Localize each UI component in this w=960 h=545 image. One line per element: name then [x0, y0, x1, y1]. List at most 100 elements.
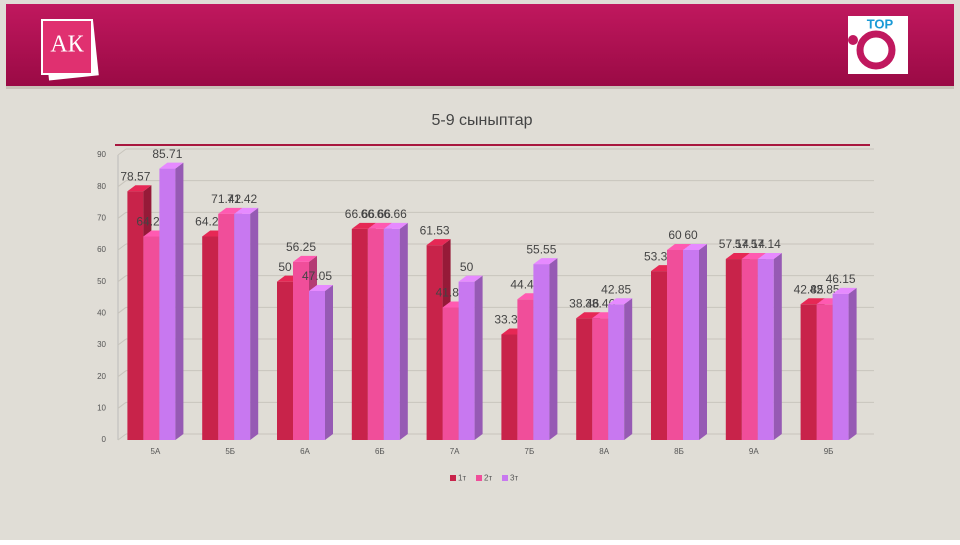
x-tick-label: 9А [749, 447, 759, 456]
grid-diag [117, 148, 127, 156]
x-tick-label: 6А [300, 447, 310, 456]
banner-shadow [6, 86, 954, 89]
value-label: 50 [278, 260, 292, 274]
value-label: 41.85 [436, 286, 466, 300]
bar-top [757, 253, 782, 260]
bar-side [250, 207, 259, 440]
value-label: 71.42 [211, 192, 241, 206]
bar-front [159, 168, 176, 440]
chart-title: 5-9 сыныптар [431, 112, 532, 129]
value-label: 66.66 [361, 207, 391, 221]
value-label: 71.42 [227, 192, 257, 206]
bar [832, 287, 857, 440]
value-label: 66.66 [345, 207, 375, 221]
bar-front [592, 318, 609, 440]
bar-front [367, 228, 384, 440]
right-logo: ТОР [848, 16, 908, 74]
legend-label: 1т [458, 474, 466, 483]
value-label: 56.25 [286, 240, 316, 254]
bar-side [549, 258, 558, 440]
bar-front [651, 271, 667, 440]
left-logo: АК [41, 19, 99, 81]
x-tick-label: 7А [450, 447, 460, 456]
bar-top [832, 287, 857, 294]
bar-front [725, 259, 742, 440]
bar-side [399, 222, 408, 440]
legend-swatch [476, 475, 482, 481]
value-label: 42.85 [794, 282, 824, 296]
value-label: 64.28 [136, 215, 166, 229]
banner [6, 4, 954, 86]
bar [533, 258, 558, 440]
bar-front [576, 318, 593, 440]
bar-front [800, 304, 817, 440]
value-label: 78.57 [120, 169, 150, 183]
grid-diag [117, 306, 127, 314]
value-label: 61.53 [420, 223, 450, 237]
logo-ring [856, 30, 896, 70]
value-label: 57.14 [719, 237, 749, 251]
value-label: 47.05 [302, 269, 332, 283]
bar [309, 285, 333, 440]
x-tick-label: 5Б [225, 447, 235, 456]
bar-top [159, 162, 184, 169]
bar-front [533, 264, 550, 440]
value-label: 44.44 [510, 277, 540, 291]
bar [159, 162, 184, 440]
bar-top [309, 285, 333, 292]
bar-front [442, 307, 459, 440]
grid-diag [117, 401, 127, 409]
x-tick-label: 8А [599, 447, 609, 456]
grid-diag [117, 180, 127, 188]
y-tick-label: 10 [97, 403, 106, 412]
grid-diag [117, 370, 127, 378]
legend-label: 3т [510, 474, 518, 483]
logo-text: АК [50, 32, 84, 58]
value-label: 55.55 [526, 242, 556, 256]
bar-side [325, 285, 333, 440]
grid-diag [117, 243, 127, 251]
value-label: 38.46 [569, 296, 599, 310]
bar-front [757, 259, 774, 440]
x-tick-label: 7Б [525, 447, 535, 456]
bar [608, 298, 633, 440]
value-label: 42.85 [601, 282, 631, 296]
bar-front [218, 213, 235, 440]
legend-swatch [502, 475, 508, 481]
bar-front [234, 213, 251, 440]
grid-diag [117, 211, 127, 219]
value-label: 33.33 [494, 313, 524, 327]
bar-side [848, 287, 857, 440]
value-label: 50 [460, 260, 474, 274]
legend-swatch [450, 475, 456, 481]
bar-front [501, 334, 518, 440]
bar-top [426, 239, 451, 246]
bar-side [699, 244, 707, 440]
value-label: 53.33 [644, 249, 674, 263]
legend-label: 2т [484, 474, 492, 483]
value-label: 66.66 [377, 207, 407, 221]
grid-diag [117, 433, 127, 441]
bar-top [127, 185, 152, 192]
bar-front [277, 281, 293, 440]
bar-top [683, 244, 707, 250]
value-label: 64.28 [195, 215, 225, 229]
bar-front [202, 236, 219, 440]
value-label: 38.46 [585, 296, 615, 310]
bar [757, 253, 782, 440]
bar [383, 222, 408, 440]
value-label: 60 [684, 228, 698, 242]
value-label: 57.14 [735, 237, 765, 251]
bar-side [175, 162, 184, 440]
x-tick-label: 9Б [824, 447, 834, 456]
x-tick-label: 6Б [375, 447, 385, 456]
bar-top [293, 255, 317, 262]
bar-front [351, 228, 368, 440]
bar-front [458, 281, 475, 440]
bar-front [608, 304, 625, 440]
value-label: 46.15 [826, 272, 856, 286]
bar-front [383, 228, 400, 440]
bar-side [624, 298, 633, 440]
y-tick-label: 30 [97, 340, 106, 349]
